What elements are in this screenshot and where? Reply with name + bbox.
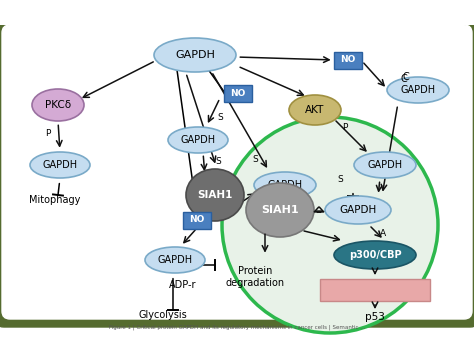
- Ellipse shape: [30, 152, 90, 178]
- Text: ADP-r: ADP-r: [169, 280, 197, 290]
- Ellipse shape: [387, 77, 449, 103]
- Bar: [320, 279, 430, 301]
- Text: SIAH1: SIAH1: [261, 205, 299, 215]
- Text: p300/CBP: p300/CBP: [349, 250, 401, 260]
- Ellipse shape: [32, 89, 84, 121]
- Ellipse shape: [154, 38, 236, 72]
- Text: GAPDH: GAPDH: [267, 180, 302, 190]
- Text: C: C: [402, 72, 410, 82]
- FancyBboxPatch shape: [224, 85, 252, 102]
- Text: P: P: [46, 129, 51, 138]
- Text: A: A: [380, 230, 386, 238]
- Text: P: P: [342, 123, 348, 132]
- Ellipse shape: [254, 172, 316, 198]
- Text: NO: NO: [189, 216, 205, 225]
- Text: PKCδ: PKCδ: [45, 100, 71, 110]
- Text: p53: p53: [365, 312, 385, 322]
- Ellipse shape: [334, 241, 416, 269]
- Ellipse shape: [289, 95, 341, 125]
- Ellipse shape: [325, 196, 391, 224]
- Text: Protein
degradation: Protein degradation: [226, 266, 284, 288]
- Text: S: S: [337, 175, 343, 184]
- Ellipse shape: [354, 152, 416, 178]
- Text: NO: NO: [230, 89, 246, 98]
- Ellipse shape: [246, 183, 314, 237]
- Text: S: S: [262, 206, 268, 215]
- Text: GAPDH: GAPDH: [181, 135, 216, 145]
- Text: GAPDH: GAPDH: [339, 205, 377, 215]
- Text: Mitophagy: Mitophagy: [29, 195, 81, 205]
- FancyBboxPatch shape: [0, 19, 474, 327]
- Text: GAPDH: GAPDH: [43, 160, 78, 170]
- Ellipse shape: [186, 169, 244, 221]
- Text: Figure 1 | Critical protein GAPDH and its regulatory mechanisms in cancer cells : Figure 1 | Critical protein GAPDH and it…: [109, 324, 365, 330]
- Text: S: S: [215, 158, 221, 166]
- Text: S: S: [252, 156, 258, 165]
- Circle shape: [222, 117, 438, 333]
- Text: S: S: [217, 113, 223, 122]
- Text: GAPDH: GAPDH: [157, 255, 192, 265]
- Text: SIAH1: SIAH1: [197, 190, 233, 200]
- Text: C: C: [401, 74, 407, 84]
- Text: GAPDH: GAPDH: [401, 85, 436, 95]
- FancyBboxPatch shape: [334, 51, 362, 68]
- Text: AKT: AKT: [305, 105, 325, 115]
- Text: GAPDH: GAPDH: [367, 160, 402, 170]
- Text: NO: NO: [340, 55, 356, 64]
- Text: Glycolysis: Glycolysis: [138, 310, 187, 320]
- Ellipse shape: [145, 247, 205, 273]
- Text: GAPDH: GAPDH: [175, 50, 215, 60]
- Ellipse shape: [168, 127, 228, 153]
- FancyBboxPatch shape: [183, 211, 211, 229]
- FancyBboxPatch shape: [2, 25, 472, 319]
